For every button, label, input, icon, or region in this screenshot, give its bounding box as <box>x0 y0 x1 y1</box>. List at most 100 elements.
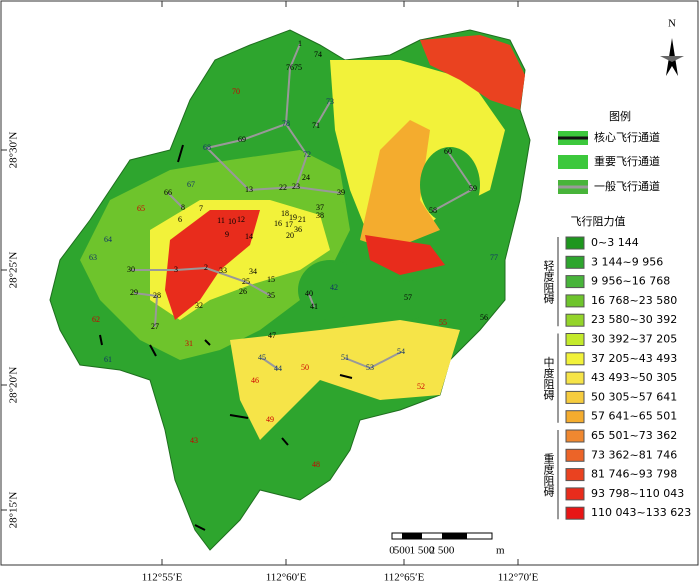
zone <box>420 35 525 110</box>
node-label: 31 <box>185 339 193 348</box>
node-label: 40 <box>305 289 313 298</box>
legend-swatch <box>565 448 585 462</box>
north-icon <box>660 56 684 62</box>
node-label: 10 <box>228 217 236 226</box>
node-label: 25 <box>242 277 250 286</box>
legend-swatch <box>565 255 585 269</box>
node-label: 48 <box>312 460 320 469</box>
node-label: 76 <box>286 63 294 72</box>
lon-label: 112°70′E <box>498 572 539 584</box>
node-label: 16 <box>274 219 282 228</box>
node-label: 78 <box>282 119 290 128</box>
node-label: 17 <box>285 220 293 229</box>
node-label: 14 <box>245 232 253 241</box>
node-label: 47 <box>268 331 276 340</box>
node-label: 15 <box>267 275 275 284</box>
node-label: 59 <box>469 184 477 193</box>
legend-label: 0~3 144 <box>591 236 639 249</box>
node-label: 37 <box>316 203 324 212</box>
legend-label: 57 641~65 501 <box>591 410 677 423</box>
node-label: 11 <box>217 216 225 225</box>
frame <box>0 0 699 566</box>
node-label: 69 <box>238 135 246 144</box>
lon-label: 112°55′E <box>142 572 183 584</box>
node-label: 71 <box>312 121 320 130</box>
node-label: 68 <box>203 143 211 152</box>
legend-label: 3 144~9 956 <box>591 255 663 268</box>
node-label: 32 <box>195 301 203 310</box>
legend-swatch <box>565 506 585 520</box>
node-label: 58 <box>429 206 437 215</box>
node-label: 42 <box>330 283 338 292</box>
scale-rect <box>442 533 467 539</box>
legend-swatch <box>565 352 585 366</box>
node-label: 66 <box>164 188 172 197</box>
zone <box>360 120 440 250</box>
group-label: 轻度阻碍 <box>542 258 555 303</box>
node-label: 43 <box>190 436 198 445</box>
node-label: 3 <box>174 265 178 274</box>
node-label: 29 <box>130 288 138 297</box>
legend-label: 重要飞行通道 <box>594 154 660 168</box>
legend-swatch <box>565 294 585 308</box>
node-label: 24 <box>302 173 310 182</box>
node-label: 64 <box>104 235 112 244</box>
legend-label: 110 043~133 623 <box>591 506 691 519</box>
lat-label: 28°15′N <box>8 492 20 529</box>
lat-label: 28°30′N <box>8 132 20 169</box>
scale-label: 1 500 <box>410 545 435 557</box>
node-label: 52 <box>417 382 425 391</box>
node-label: 54 <box>397 347 405 356</box>
legend-label: 9 956~16 768 <box>591 275 670 288</box>
legend-swatch <box>565 275 585 289</box>
node-label: 72 <box>303 150 311 159</box>
scale-label: 0 <box>389 545 395 557</box>
node-label: 2 <box>204 263 208 272</box>
lat-label: 28°20′N <box>8 367 20 404</box>
node-label: 33 <box>219 266 227 275</box>
node-label: 27 <box>151 322 159 331</box>
node-label: 51 <box>341 353 349 362</box>
legend-label: 核心飞行通道 <box>594 130 660 144</box>
legend-label: 50 305~57 641 <box>591 390 677 403</box>
legend-label: 37 205~43 493 <box>591 352 677 365</box>
core-channel <box>99 144 353 531</box>
node-label: 22 <box>279 183 287 192</box>
legend-label: 30 392~37 205 <box>591 333 677 346</box>
legend-swatch <box>565 410 585 424</box>
node-label: 21 <box>298 215 306 224</box>
zone <box>365 235 445 275</box>
legend-swatch <box>565 390 585 404</box>
channel <box>131 43 475 370</box>
node-label: 34 <box>249 267 257 276</box>
legend-swatch <box>565 313 585 327</box>
legend-swatch <box>565 236 585 250</box>
legend-label: 一般飞行通道 <box>594 179 660 193</box>
zone <box>230 320 460 440</box>
group-label: 中度阻碍 <box>542 356 555 400</box>
node-label: 19 <box>289 213 297 222</box>
node-label: 55 <box>439 318 447 327</box>
node-label: 77 <box>490 253 498 262</box>
node-label: 26 <box>239 287 247 296</box>
node-label: 7 <box>199 204 203 213</box>
resistance-title: 飞行阻力值 <box>571 215 626 228</box>
map-area <box>49 29 531 551</box>
node-label: 13 <box>245 185 253 194</box>
node-label: 75 <box>294 63 302 72</box>
node-label: 49 <box>266 415 274 424</box>
zone <box>165 210 260 320</box>
node-label: 50 <box>301 363 309 372</box>
node-label: 56 <box>480 313 488 322</box>
node-label: 9 <box>225 230 229 239</box>
legend-label: 73 362~81 746 <box>591 448 677 461</box>
node-label: 30 <box>127 265 135 274</box>
scale-label: m <box>496 545 505 557</box>
node-label: 38 <box>316 211 324 220</box>
north-arrow: N <box>660 18 684 76</box>
node-label: 41 <box>310 302 318 311</box>
node-label: 6 <box>178 215 182 224</box>
group-label: 重度阻碍 <box>542 451 555 496</box>
node-label: 28 <box>153 291 161 300</box>
